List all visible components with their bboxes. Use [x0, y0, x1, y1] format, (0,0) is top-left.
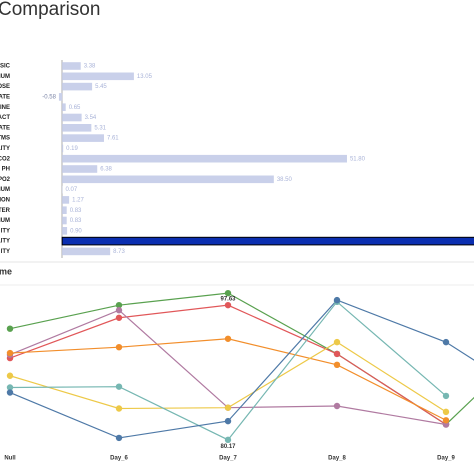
row-label: OSE	[0, 84, 10, 90]
bar	[62, 227, 68, 235]
value-label: 0.90	[70, 228, 82, 234]
row-label: IUM	[0, 218, 10, 224]
bar	[62, 124, 92, 132]
point	[115, 301, 123, 309]
point	[224, 289, 232, 297]
point	[6, 389, 14, 396]
row-label: ITY	[1, 228, 10, 234]
row-label: RATE	[0, 94, 10, 100]
value-label: 7.61	[107, 136, 119, 142]
bar	[62, 113, 82, 122]
point	[224, 335, 232, 342]
row-label: CO2	[0, 156, 11, 162]
x-tick-label: Day_9	[437, 456, 455, 462]
row-label: TER	[0, 208, 11, 214]
row-label: ITY	[1, 249, 10, 255]
page-title: Comparison	[0, 0, 100, 20]
point	[115, 434, 123, 442]
row-label: INE	[0, 105, 10, 111]
value-label: 0.83	[70, 208, 82, 214]
point	[115, 383, 123, 390]
x-tick-label: Day_6	[110, 456, 128, 462]
bar	[62, 144, 64, 153]
row-label: ION	[0, 197, 10, 203]
point	[442, 338, 450, 346]
point	[6, 372, 14, 379]
bar	[62, 154, 347, 163]
bar	[61, 236, 474, 246]
value-label: 5.45	[95, 84, 107, 90]
point	[333, 402, 341, 410]
value-label: -0.58	[42, 94, 56, 100]
line-chart-title: me	[0, 266, 12, 276]
row-label: RATE	[0, 125, 10, 131]
bar	[62, 72, 134, 81]
row-label: LITY	[0, 239, 10, 245]
bar	[62, 82, 93, 91]
value-label: 1.27	[72, 197, 84, 203]
point	[333, 338, 341, 346]
bar	[62, 165, 98, 173]
value-label: 3.54	[85, 115, 97, 121]
value-label: 13.05	[137, 74, 153, 80]
point	[442, 392, 450, 400]
value-label: 8.73	[113, 249, 125, 255]
series-line	[9, 299, 474, 439]
point	[115, 343, 123, 351]
bar	[62, 62, 81, 70]
value-label: 0.19	[66, 146, 78, 152]
bar	[62, 134, 104, 142]
x-tick-label: Null	[4, 456, 16, 462]
series-line	[9, 292, 474, 426]
point	[6, 349, 14, 357]
point	[333, 361, 341, 369]
value-label: 38.50	[277, 177, 293, 183]
x-tick-label: Day_8	[328, 456, 346, 462]
bar	[62, 175, 274, 184]
point	[115, 314, 123, 321]
point	[224, 436, 232, 444]
row-label: TMS	[0, 136, 10, 142]
bar	[58, 93, 63, 101]
value-label: 0.83	[70, 218, 82, 224]
bar	[62, 216, 67, 225]
row-label: LITY	[0, 146, 10, 152]
point	[115, 405, 123, 412]
bar	[62, 206, 67, 214]
value-label: 51.80	[350, 156, 366, 162]
row-label: PH	[2, 167, 10, 173]
value-label: 6.38	[100, 167, 112, 173]
row-label: IUM	[0, 187, 10, 193]
point	[224, 404, 232, 411]
row-label: PO2	[0, 177, 11, 183]
point	[224, 417, 232, 425]
point	[442, 408, 450, 416]
point	[6, 325, 14, 332]
point	[442, 417, 450, 424]
value-label: 97.63	[220, 297, 236, 303]
value-label: 0.65	[69, 105, 81, 111]
row-label: LSIC	[0, 64, 11, 70]
bar	[62, 196, 70, 204]
point	[224, 301, 232, 309]
point	[6, 384, 14, 391]
value-label: 0.07	[66, 187, 78, 193]
point	[333, 350, 341, 358]
bar	[62, 247, 111, 256]
value-label: 5.31	[94, 125, 106, 131]
x-tick-label: Day_7	[219, 456, 237, 462]
row-label: IUM	[0, 74, 10, 80]
point	[333, 296, 341, 304]
row-label: ACT	[0, 115, 10, 121]
value-label: 80.17	[220, 444, 236, 450]
bar	[62, 103, 66, 111]
series-line	[9, 341, 447, 413]
value-label: 3.38	[84, 64, 96, 70]
point	[115, 307, 123, 314]
